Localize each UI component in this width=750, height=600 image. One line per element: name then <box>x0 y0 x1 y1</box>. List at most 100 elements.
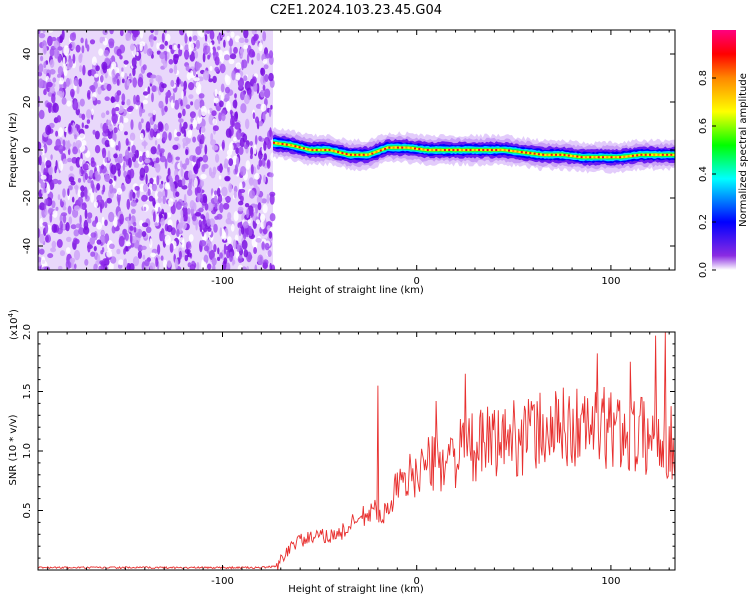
noise-speckle <box>109 138 114 148</box>
noise-speckle <box>236 243 240 253</box>
noise-speckle <box>202 52 206 63</box>
noise-speckle <box>59 77 64 85</box>
noise-speckle <box>62 139 66 148</box>
noise-speckle <box>248 189 256 199</box>
noise-speckle <box>188 82 195 91</box>
noise-speckle <box>80 185 85 192</box>
noise-speckle <box>221 186 228 197</box>
noise-speckle <box>145 150 150 159</box>
noise-speckle <box>209 42 213 51</box>
noise-speckle <box>156 133 161 139</box>
noise-speckle <box>217 247 220 255</box>
chart-title: C2E1.2024.103.23.45.G04 <box>270 3 442 18</box>
noise-speckle <box>142 64 147 71</box>
noise-speckle <box>231 70 236 81</box>
noise-speckle <box>96 194 103 202</box>
noise-speckle <box>180 209 184 217</box>
ridge-peak <box>627 155 630 158</box>
noise-speckle <box>50 154 53 160</box>
noise-speckle <box>74 134 77 140</box>
noise-speckle <box>89 85 96 91</box>
noise-speckle <box>157 191 163 198</box>
ridge-peak <box>465 149 468 151</box>
noise-speckle <box>247 219 251 224</box>
noise-speckle <box>181 90 184 99</box>
noise-speckle <box>202 154 209 163</box>
noise-speckle <box>72 122 75 132</box>
noise-speckle <box>174 258 179 269</box>
noise-speckle <box>86 217 90 223</box>
noise-speckle <box>89 189 92 194</box>
noise-speckle <box>188 36 192 42</box>
noise-speckle <box>155 30 159 36</box>
noise-speckle <box>198 156 203 162</box>
ridge-peak <box>452 149 455 151</box>
noise-speckle <box>262 84 266 92</box>
noise-speckle <box>229 53 237 60</box>
noise-speckle <box>106 83 112 92</box>
noise-speckle <box>229 251 233 263</box>
noise-speckle <box>52 210 58 218</box>
ridge-peak <box>290 144 293 147</box>
noise-speckle <box>217 165 224 172</box>
noise-speckle <box>48 165 54 176</box>
noise-speckle <box>40 174 47 180</box>
snr-panel: -100 0 100 0.5 1.0 1.5 2.0 Height of straight… <box>7 309 676 595</box>
noise-speckle <box>198 108 202 118</box>
noise-speckle <box>125 32 132 42</box>
noise-speckle <box>224 54 230 61</box>
noise-speckle <box>154 140 158 146</box>
noise-speckle <box>121 78 125 84</box>
noise-speckle <box>234 72 241 81</box>
noise-speckle <box>159 183 164 189</box>
noise-speckle <box>174 174 180 183</box>
noise-speckle <box>42 45 47 55</box>
noise-speckle <box>181 185 188 190</box>
noise-speckle <box>44 266 51 270</box>
noise-speckle <box>45 235 49 243</box>
y-tick-label: -20 <box>22 190 33 206</box>
ridge-peak <box>490 149 493 151</box>
noise-speckle <box>193 77 200 82</box>
noise-speckle <box>114 106 120 112</box>
noise-speckle <box>208 167 212 177</box>
ridge-peak <box>584 156 587 159</box>
noise-speckle <box>73 249 81 261</box>
noise-speckle <box>149 78 154 84</box>
ridge-peak <box>461 149 463 151</box>
noise-speckle <box>175 201 182 210</box>
noise-speckle <box>225 86 230 94</box>
colorbar-tick-label: 0.2 <box>698 214 709 230</box>
ridge-peak <box>661 153 664 156</box>
noise-speckle <box>206 45 211 54</box>
noise-speckle <box>261 198 267 204</box>
noise-speckle <box>54 48 59 59</box>
noise-speckle <box>200 126 206 133</box>
noise-speckle <box>270 104 273 110</box>
noise-speckle <box>123 258 128 268</box>
noise-speckle <box>269 127 272 138</box>
noise-speckle <box>110 96 117 103</box>
noise-speckle <box>39 233 45 244</box>
noise-speckle <box>75 44 81 53</box>
noise-speckle <box>61 30 65 40</box>
noise-speckle <box>102 36 105 42</box>
ridge-peak <box>610 156 613 159</box>
noise-speckle <box>252 112 256 120</box>
noise-speckle <box>129 225 134 231</box>
noise-speckle <box>192 136 197 143</box>
noise-speckle <box>122 117 129 123</box>
noise-speckle <box>142 91 149 96</box>
noise-speckle <box>173 44 177 51</box>
noise-speckle <box>214 88 218 97</box>
ridge-peak <box>379 149 382 152</box>
x-tick-label: 100 <box>601 576 620 587</box>
noise-speckle <box>185 149 189 156</box>
noise-speckle <box>216 187 221 197</box>
noise-speckle <box>54 165 57 174</box>
noise-speckle <box>200 173 207 180</box>
noise-speckle <box>165 124 169 131</box>
noise-speckle <box>187 170 193 180</box>
noise-speckle <box>164 182 170 190</box>
x-tick-label: 0 <box>414 576 420 587</box>
